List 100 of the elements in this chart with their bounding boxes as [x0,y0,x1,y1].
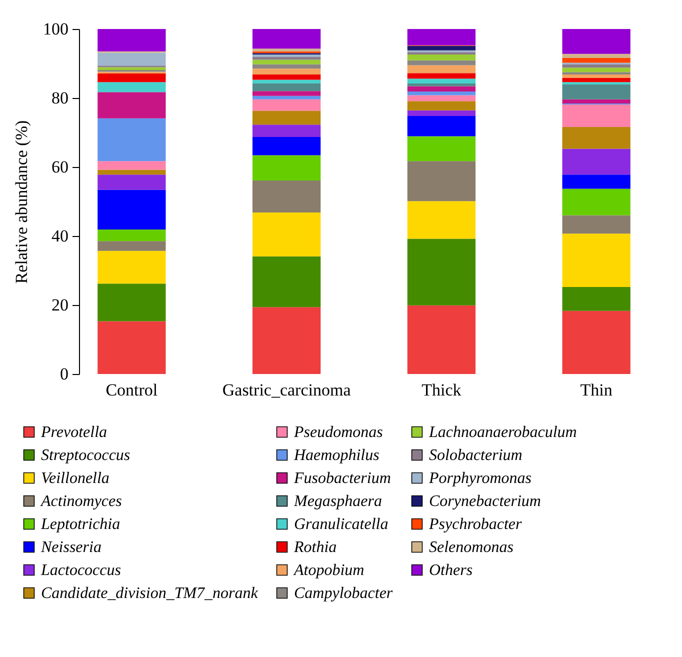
y-tick-label: 40 [52,226,68,246]
bar [252,80,321,84]
bar [98,229,166,242]
bar [407,65,476,74]
bar [98,170,166,175]
bar [562,310,630,374]
bar [407,305,476,374]
legend-label: Streptococcus [41,447,130,464]
bar [407,238,476,306]
bar [252,96,321,100]
bar [562,54,630,58]
bar [562,82,630,85]
bar [98,29,166,52]
bar [98,321,166,374]
bar [407,29,476,46]
bar [98,250,166,284]
bar [407,73,476,79]
bar [407,161,476,202]
bar [562,99,630,104]
legend-label: Fusobacterium [293,470,391,487]
bar [252,60,321,64]
bar [562,84,630,100]
bar [98,174,166,190]
bar [252,84,321,92]
bar [252,64,321,69]
bar [407,95,476,102]
legend-label: Rothia [293,539,337,556]
bar [252,99,321,111]
y-tick-label: 100 [43,20,68,38]
bar [252,110,321,125]
legend-label: Candidate_division_TM7_norank [41,585,259,602]
bar [407,136,476,162]
legend-label: Prevotella [40,424,108,441]
bar [562,64,630,68]
bar [98,82,166,92]
legend-label: Megasphaera [293,493,382,510]
bar [562,72,630,75]
bar [562,78,630,82]
bar [407,86,476,92]
bar [252,180,321,213]
bar [562,74,630,78]
bar [252,48,321,52]
bar [407,52,476,55]
bar [98,67,166,70]
x-tick-label: Thin [580,380,613,400]
bar [252,91,321,96]
bar [562,174,630,189]
bar [252,74,321,80]
bar [252,68,321,75]
bar [98,241,166,251]
legend-label: Corynebacterium [429,493,541,510]
bar [407,110,476,116]
bar [407,84,476,86]
legend-label: Campylobacter [294,585,394,602]
bar [407,46,476,50]
legend-label: Lachnoanaerobaculum [428,424,577,441]
bar [252,56,321,60]
legend-label: Veillonella [41,470,110,487]
bar [98,92,166,118]
legend-label: Porphyromonas [428,470,532,487]
x-tick-label: Thick [422,380,462,400]
y-tick-label: 60 [52,158,68,176]
bar [562,215,630,234]
bar [562,287,630,311]
legend-label: Psychrobacter [428,516,522,533]
bar [98,74,166,82]
bar [562,234,630,288]
legend-label: Pseudomonas [293,424,383,441]
bar [407,91,476,96]
bar [562,29,630,54]
y-axis-title: Relative abundance (%) [12,120,31,284]
bar [98,190,166,230]
legend-label: Neisseria [40,539,102,556]
bar [252,307,321,374]
legend-label: Haemophilus [293,447,380,464]
x-tick-label: Control [106,380,158,400]
bar [407,78,476,84]
bar [407,101,476,110]
bar [562,104,630,127]
legend-label: Granulicatella [294,516,388,533]
bar [407,60,476,66]
bar [407,201,476,239]
bar [98,118,166,162]
y-tick-label: 0 [60,364,68,384]
bar [252,136,321,156]
bar [407,116,476,136]
y-tick-label: 80 [52,88,68,108]
bar [562,68,630,72]
bar [98,284,166,322]
bar [252,29,321,49]
legend-label: Actinomyces [40,493,122,510]
x-tick-label: Gastric_carcinoma [222,380,352,400]
bar [407,54,476,60]
bar [562,58,630,63]
y-tick-label: 20 [52,296,68,314]
legend-label: Lactococcus [40,562,121,579]
legend-label: Others [429,562,473,579]
bar [252,124,321,137]
legend-label: Atopobium [293,562,364,579]
bar [252,256,321,308]
